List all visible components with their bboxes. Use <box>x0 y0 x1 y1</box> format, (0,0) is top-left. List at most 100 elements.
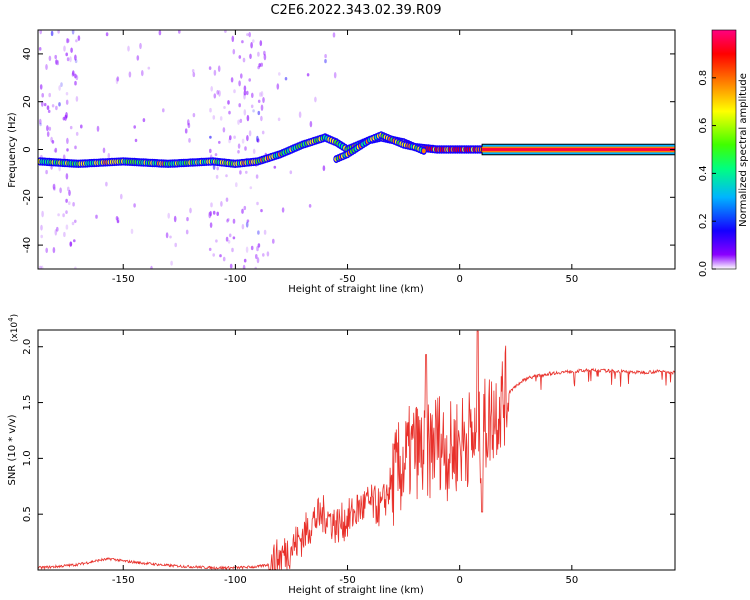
noise-speck <box>246 33 249 37</box>
snr-y-tick-label: 0.5 <box>22 506 33 522</box>
noise-speck <box>250 245 254 251</box>
noise-speck <box>241 138 245 144</box>
noise-speck <box>41 210 44 218</box>
noise-speck <box>133 203 136 208</box>
noise-speck <box>74 59 78 64</box>
noise-speck <box>116 217 120 223</box>
noise-speck <box>243 90 247 96</box>
noise-speck <box>40 265 44 269</box>
noise-speck <box>71 30 75 35</box>
noise-speck <box>80 124 83 129</box>
snr-x-tick-label: -150 <box>112 575 135 586</box>
colorbar-tick-label: 0.2 <box>698 213 709 229</box>
noise-speck <box>298 111 302 118</box>
noise-speck <box>277 117 281 122</box>
noise-speck <box>66 137 69 144</box>
noise-speck <box>184 128 188 134</box>
noise-speck <box>238 103 241 108</box>
snr-y-tick-label: 1.0 <box>22 450 33 466</box>
noise-speck <box>252 109 255 113</box>
noise-speck <box>67 186 70 192</box>
noise-speck <box>216 166 219 171</box>
noise-speck <box>220 201 223 207</box>
noise-speck <box>259 92 262 97</box>
colorbar-label: Normalized spectral amplitude <box>738 73 749 227</box>
noise-speck <box>116 220 120 224</box>
snr-series-line <box>38 330 675 570</box>
noise-speck <box>233 89 236 94</box>
noise-speck <box>54 229 58 236</box>
noise-speck <box>243 205 247 211</box>
noise-speck <box>228 110 231 115</box>
noise-speck <box>260 104 264 111</box>
spectrogram-x-label: Height of straight line (km) <box>288 284 424 295</box>
noise-speck <box>233 135 236 139</box>
noise-speck <box>52 183 56 190</box>
noise-speck <box>70 47 73 53</box>
noise-speck <box>257 243 261 248</box>
colorbar-tick-label: 0.6 <box>698 118 709 134</box>
noise-speck <box>39 30 42 35</box>
noise-speck <box>147 66 151 70</box>
noise-speck <box>133 125 136 129</box>
noise-speck <box>257 230 260 235</box>
noise-speck <box>43 103 47 107</box>
noise-speck <box>256 257 260 264</box>
noise-speck <box>278 72 281 76</box>
noise-speck <box>65 52 68 57</box>
noise-speck <box>208 66 212 70</box>
noise-speck <box>48 55 52 61</box>
noise-speck <box>150 265 153 269</box>
noise-speck <box>209 210 212 217</box>
noise-speck <box>306 73 310 77</box>
noise-speck <box>242 264 246 269</box>
noise-speck <box>276 83 280 90</box>
noise-speck <box>209 135 212 139</box>
noise-speck <box>72 70 75 76</box>
noise-speck <box>257 51 260 57</box>
noise-speck <box>187 122 191 129</box>
noise-speck <box>41 93 44 98</box>
noise-speck <box>241 223 245 230</box>
noise-speck <box>263 53 267 61</box>
noise-speck <box>127 45 130 52</box>
noise-speck <box>259 40 263 47</box>
noise-speck <box>39 122 42 127</box>
noise-speck <box>309 120 313 128</box>
noise-speck <box>48 126 52 131</box>
noise-speck <box>212 210 216 215</box>
snr-y-tick-label: 2.0 <box>22 339 33 355</box>
noise-speck <box>243 109 247 116</box>
noise-speck <box>223 106 226 109</box>
noise-speck <box>69 125 73 130</box>
snr-x-tick-label: 50 <box>565 575 578 586</box>
noise-speck <box>241 40 244 44</box>
noise-speck <box>139 42 142 50</box>
noise-speck <box>65 92 69 96</box>
noise-speck <box>68 189 71 196</box>
noise-speck <box>186 217 189 222</box>
noise-speck <box>257 110 261 116</box>
noise-speck <box>209 148 212 154</box>
noise-speck <box>40 224 43 231</box>
noise-speck <box>246 114 250 122</box>
noise-speck <box>53 186 56 191</box>
noise-speck <box>75 96 79 102</box>
noise-speck <box>66 38 69 44</box>
noise-speck <box>128 71 132 78</box>
noise-speck <box>66 57 70 62</box>
noise-speck <box>60 82 63 87</box>
noise-speck <box>57 213 60 217</box>
noise-speck <box>74 73 77 79</box>
noise-speck <box>212 253 215 257</box>
noise-speck <box>322 165 326 172</box>
noise-speck <box>170 260 173 266</box>
noise-speck <box>55 105 58 111</box>
noise-speck <box>239 118 243 123</box>
noise-speck <box>241 208 244 214</box>
noise-speck <box>235 182 238 188</box>
noise-speck <box>41 101 44 107</box>
noise-speck <box>73 239 76 243</box>
noise-speck <box>214 153 218 157</box>
